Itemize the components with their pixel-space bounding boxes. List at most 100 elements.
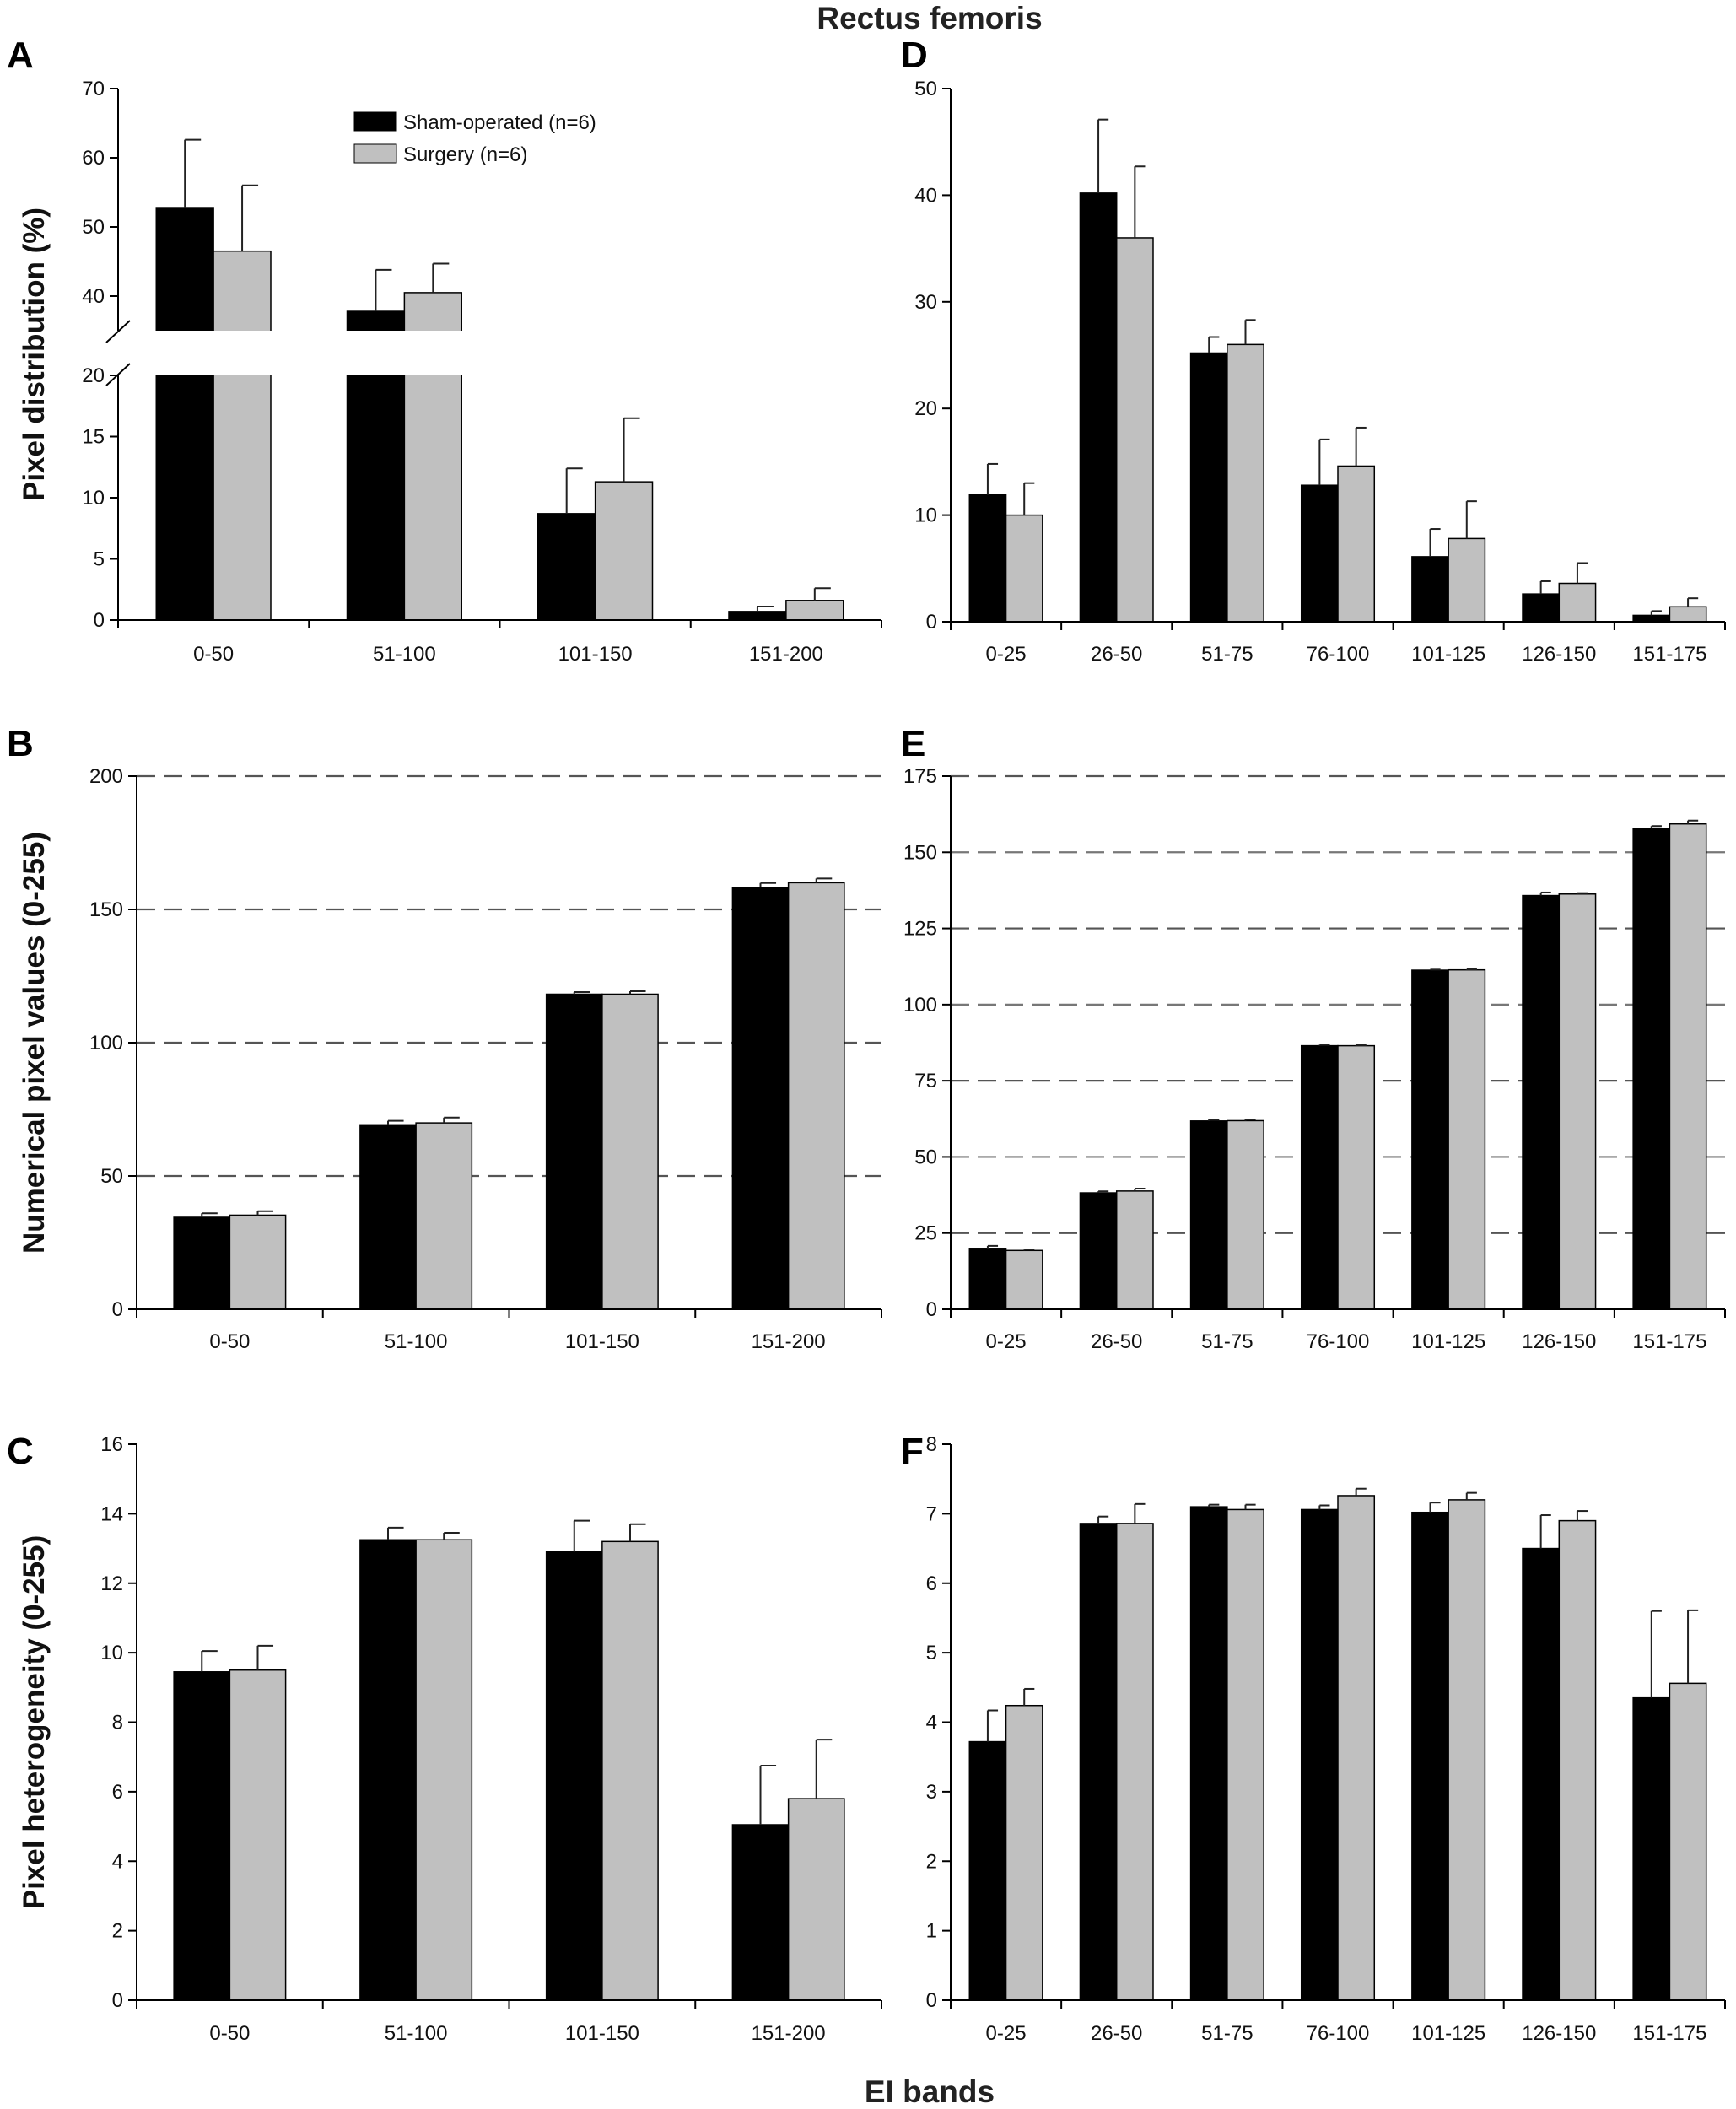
bar-surgery-101-125 xyxy=(1448,968,1486,1310)
x-tick-label: 101-150 xyxy=(565,1330,639,1353)
bar-sham-101-125 xyxy=(1411,969,1449,1310)
bar-sham-0-50 xyxy=(173,1671,231,2001)
bar-sham-26-50 xyxy=(1079,192,1118,623)
y-tick-label: 25 xyxy=(914,1222,937,1245)
legend-swatch-surgery xyxy=(353,143,397,164)
y-axis-label-a: Pixel distribution (%) xyxy=(18,208,51,501)
legend-label-surgery: Surgery (n=6) xyxy=(403,143,527,166)
legend: Sham-operated (n=6) Surgery (n=6) xyxy=(353,111,596,166)
bar-sham-126-150 xyxy=(1522,593,1561,623)
y-tick-label: 4 xyxy=(926,1712,937,1734)
bar-sham-101-125 xyxy=(1411,556,1449,623)
bar-sham-51-75 xyxy=(1189,1120,1228,1310)
bar-surgery-151-175 xyxy=(1669,823,1707,1310)
y-tick-label: 4 xyxy=(112,1850,123,1873)
bar-sham-151-200 xyxy=(731,1824,790,2001)
bar-sham-51-75 xyxy=(1189,352,1228,623)
x-tick-label: 101-125 xyxy=(1411,643,1485,666)
legend-label-sham: Sham-operated (n=6) xyxy=(403,111,596,134)
bar-sham-76-100 xyxy=(1300,484,1339,623)
x-tick-label: 76-100 xyxy=(1307,643,1370,666)
x-tick-label: 151-200 xyxy=(749,643,823,666)
x-tick-label: 126-150 xyxy=(1522,2022,1596,2045)
bar-surgery-0-50 xyxy=(229,1669,287,2001)
y-tick-label: 10 xyxy=(914,504,937,527)
y-axis-label-c: Pixel heterogeneity (0-255) xyxy=(18,1535,51,1910)
x-tick-label: 151-175 xyxy=(1632,1330,1706,1353)
bar-surgery-151-175 xyxy=(1669,1682,1707,2001)
bar-surgery-0-25 xyxy=(1005,514,1043,623)
panel-f: F 0 1 2 3 4 5 6 7 8 0-25 26-50 51-75 76-100 101-125 126… xyxy=(901,1431,1726,2045)
bar-sham-0-25 xyxy=(968,1740,1007,2001)
x-tick-label: 51-75 xyxy=(1201,643,1253,666)
bar-sham-0-50 xyxy=(173,1216,231,1310)
figure-title: Rectus femoris xyxy=(817,1,1042,35)
bar-surgery-26-50 xyxy=(1115,237,1154,623)
panel-c: C Pixel heterogeneity (0-255) 0 2 4 6 8 10 12 14 1… xyxy=(7,1431,882,2045)
y-tick-label: 0 xyxy=(926,611,937,634)
y-tick-label: 14 xyxy=(100,1502,123,1525)
x-tick-label: 26-50 xyxy=(1091,1330,1142,1353)
bar-surgery-151-175 xyxy=(1669,606,1707,623)
y-tick-label: 20 xyxy=(914,397,937,420)
bar-surgery-126-150 xyxy=(1558,582,1597,623)
y-tick-label: 2 xyxy=(112,1920,123,1943)
y-tick-label: 200 xyxy=(89,765,123,788)
panel-b: B Numerical pixel values (0-255) 0 50 100 150… xyxy=(7,723,882,1353)
x-tick-label: 51-100 xyxy=(385,2022,448,2045)
x-tick-label: 101-125 xyxy=(1411,2022,1485,2045)
bar-surgery-151-200 xyxy=(787,882,845,1310)
y-tick-label: 10 xyxy=(82,487,105,510)
x-tick-label: 26-50 xyxy=(1091,643,1142,666)
panel-e: E 0 25 50 75 100 125 150 175 0-25 26-50 51-75 76-100… xyxy=(901,723,1726,1353)
bar-sham-126-150 xyxy=(1522,1547,1561,2001)
bar-sham-26-50 xyxy=(1079,1192,1118,1310)
bar-sham-0-25 xyxy=(968,1248,1007,1310)
panel-d: D 0 10 20 30 40 50 0-25 26-50 51-75 76-100 101-125 1… xyxy=(901,35,1726,666)
x-tick-label: 126-150 xyxy=(1522,643,1596,666)
axis-break-gap xyxy=(121,331,884,375)
x-tick-label: 151-200 xyxy=(752,1330,826,1353)
bar-surgery-51-100 xyxy=(415,1122,473,1310)
bar-sham-101-150 xyxy=(545,1551,603,2001)
bar-surgery-101-125 xyxy=(1448,1499,1486,2001)
x-tick-label: 101-150 xyxy=(565,2022,639,2045)
bar-surgery-101-150 xyxy=(601,993,659,1310)
panel-letter-b: B xyxy=(7,723,34,764)
bar-surgery-51-75 xyxy=(1227,1119,1264,1310)
x-tick-label: 76-100 xyxy=(1307,2022,1370,2045)
y-tick-label: 0 xyxy=(926,1298,937,1321)
y-tick-label: 0 xyxy=(112,1989,123,2012)
bar-surgery-101-125 xyxy=(1448,537,1486,623)
x-tick-label: 0-25 xyxy=(986,2022,1027,2045)
y-tick-label: 12 xyxy=(100,1572,123,1595)
panel-a: A Pixel distribution (%) 0 5 10 15 20 40 50 60 70 0… xyxy=(7,35,884,666)
bar-sham-51-75 xyxy=(1189,1506,1228,2001)
y-tick-label: 20 xyxy=(82,364,105,387)
bar-surgery-0-50 xyxy=(213,250,272,621)
x-tick-label: 26-50 xyxy=(1091,2022,1142,2045)
y-tick-label: 100 xyxy=(89,1032,123,1054)
x-axis-label: EI bands xyxy=(865,2074,995,2109)
bar-surgery-76-100 xyxy=(1337,1044,1376,1310)
panel-letter-f: F xyxy=(901,1431,924,1472)
bar-sham-101-150 xyxy=(537,513,596,621)
bar-sham-151-175 xyxy=(1632,1696,1671,2001)
y-tick-label: 6 xyxy=(112,1781,123,1804)
y-tick-label: 16 xyxy=(100,1433,123,1456)
bar-sham-0-50 xyxy=(155,207,214,621)
y-tick-label: 3 xyxy=(926,1781,937,1804)
bar-sham-76-100 xyxy=(1300,1508,1339,2001)
y-tick-label: 15 xyxy=(82,426,105,449)
x-tick-label: 51-75 xyxy=(1201,2022,1253,2045)
y-tick-label: 100 xyxy=(903,994,937,1017)
bar-surgery-101-150 xyxy=(594,481,654,621)
y-tick-label: 0 xyxy=(112,1298,123,1321)
bar-surgery-51-75 xyxy=(1227,343,1264,623)
bar-sham-0-25 xyxy=(968,494,1007,623)
x-tick-label: 76-100 xyxy=(1307,1330,1370,1353)
bar-sham-151-200 xyxy=(731,887,790,1310)
y-tick-label: 5 xyxy=(926,1642,937,1664)
y-tick-label: 50 xyxy=(914,78,937,100)
y-tick-label: 40 xyxy=(82,285,105,308)
